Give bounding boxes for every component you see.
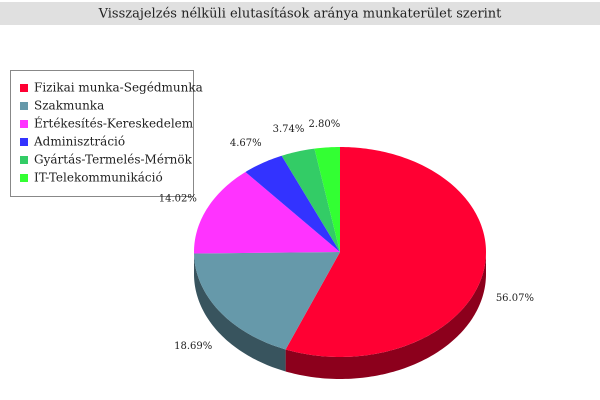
slice (314, 147, 340, 252)
chart-title: Visszajelzés nélküli elutasítások aránya… (98, 7, 503, 22)
slice (194, 171, 340, 254)
slice (281, 148, 340, 252)
legend-label: Értékesítés-Kereskedelem (34, 116, 194, 131)
data-label: 14.02% (159, 194, 197, 205)
legend-swatch (20, 120, 28, 128)
data-label: 3.74% (273, 124, 305, 135)
title-bar (0, 2, 600, 25)
data-label: 18.69% (174, 341, 212, 352)
legend-label: IT-Telekommunikáció (34, 171, 163, 185)
legend-label: Adminisztráció (33, 135, 125, 149)
slice (245, 155, 340, 252)
data-label: 4.67% (230, 138, 262, 149)
legend-swatch (20, 102, 28, 110)
legend-swatch (20, 174, 28, 182)
data-label: 2.80% (308, 119, 340, 130)
legend-swatch (20, 138, 28, 146)
legend-label: Szakmunka (34, 99, 104, 113)
legend-box (10, 70, 194, 197)
slice-side (285, 252, 486, 379)
slice (285, 147, 486, 357)
slice (194, 252, 340, 350)
legend-label: Gyártás-Termelés-Mérnök (34, 153, 193, 167)
legend-swatch (20, 84, 28, 92)
data-label: 56.07% (496, 293, 534, 304)
slice-side (194, 253, 286, 372)
legend-label: Fizikai munka-Segédmunka (34, 81, 203, 95)
legend-swatch (20, 156, 28, 164)
